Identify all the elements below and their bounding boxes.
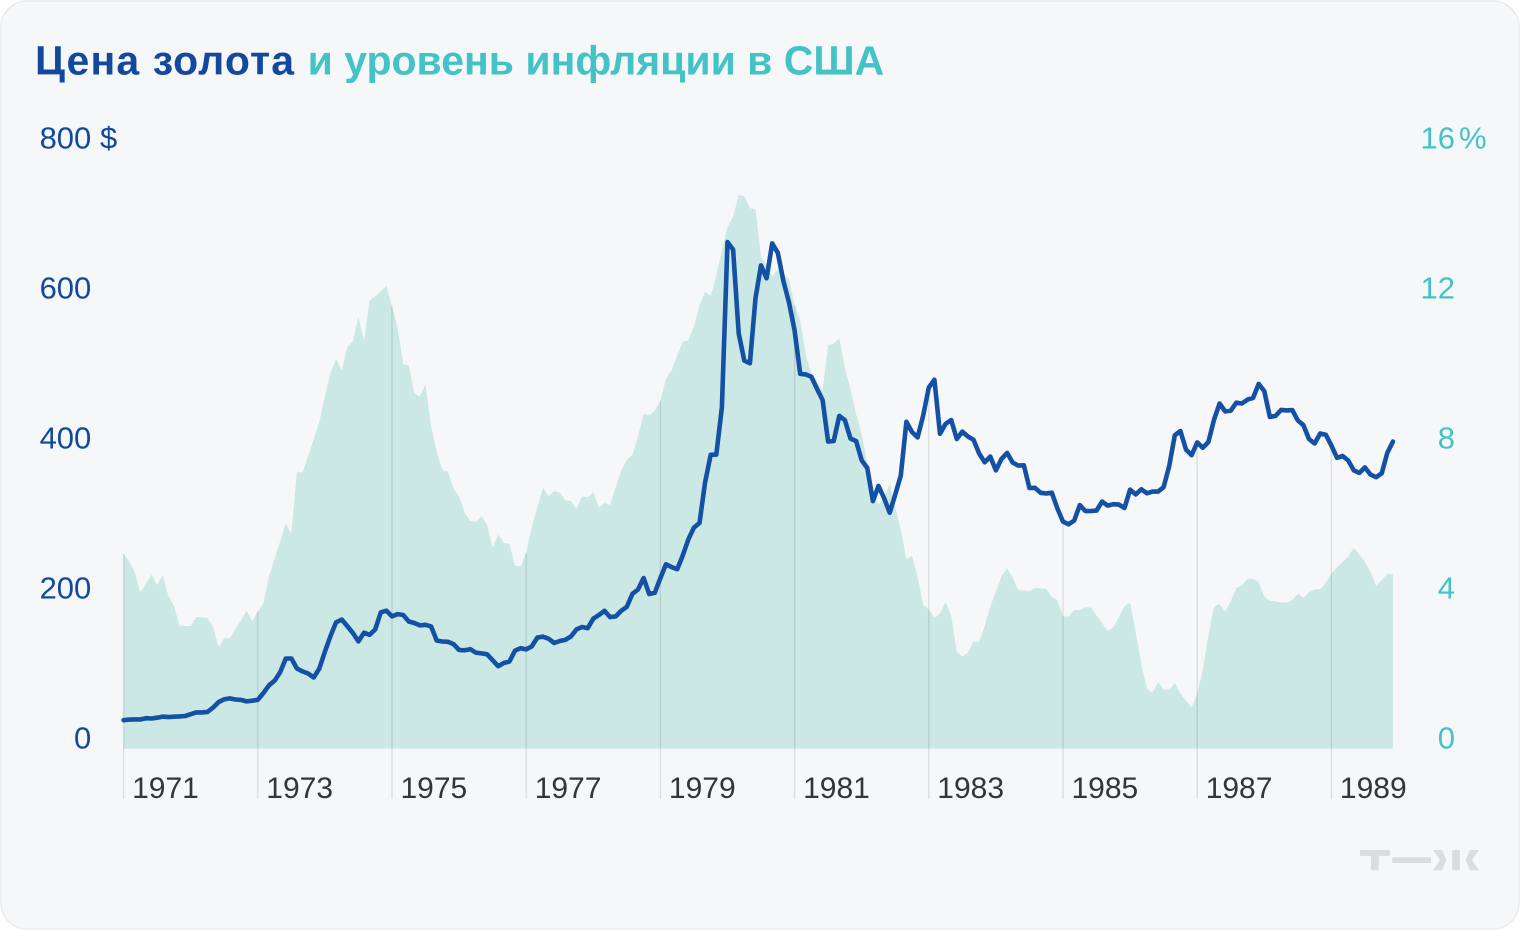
svg-text:1983: 1983 [937,772,1004,805]
svg-text:Цена золота и уровень инфляции: Цена золота и уровень инфляции в США [35,38,884,84]
svg-text:0: 0 [74,721,91,756]
svg-text:600: 600 [40,271,92,306]
svg-text:1981: 1981 [803,772,870,805]
svg-text:8: 8 [1438,421,1455,456]
svg-text:16: 16 [1421,121,1455,156]
svg-text:1987: 1987 [1206,772,1273,805]
svg-text:1985: 1985 [1072,772,1139,805]
svg-text:1971: 1971 [132,772,199,805]
svg-text:800: 800 [40,121,92,156]
svg-text:12: 12 [1421,271,1455,306]
svg-text:200: 200 [40,571,92,606]
svg-text:1977: 1977 [535,772,602,805]
svg-text:$: $ [100,121,117,156]
svg-text:400: 400 [40,421,92,456]
svg-text:0: 0 [1438,721,1455,756]
svg-text:1975: 1975 [401,772,468,805]
svg-text:1973: 1973 [266,772,333,805]
svg-text:4: 4 [1438,571,1455,606]
svg-text:1979: 1979 [669,772,736,805]
svg-text:1989: 1989 [1340,772,1407,805]
svg-text:%: % [1459,121,1487,156]
